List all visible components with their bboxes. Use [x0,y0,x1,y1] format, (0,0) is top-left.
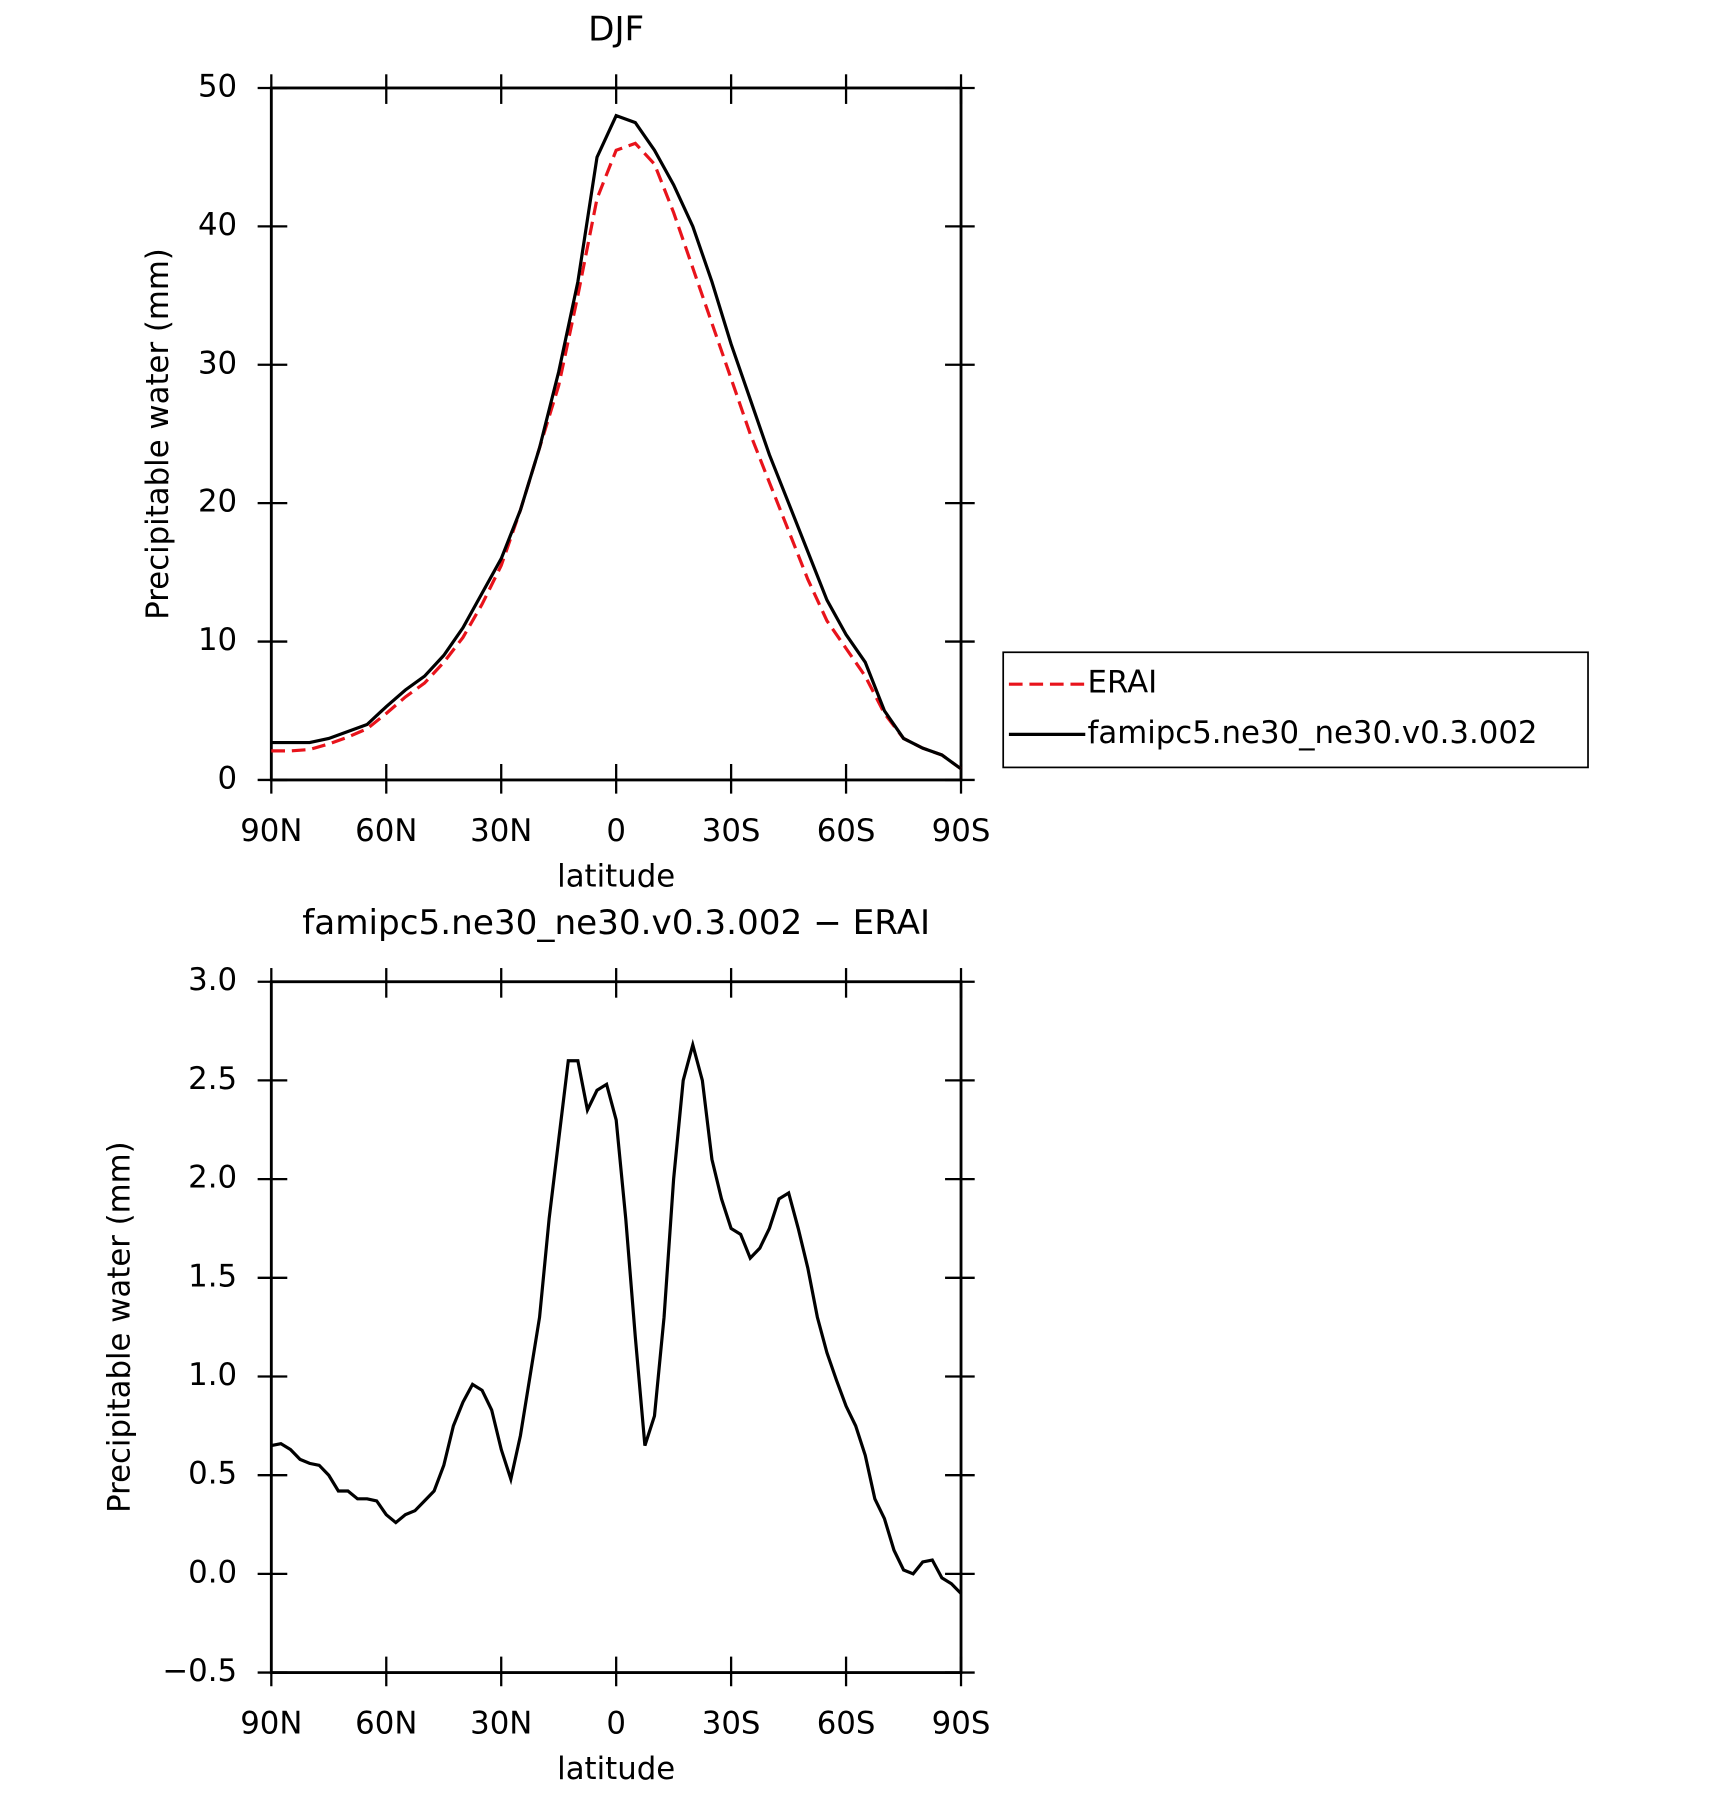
x-tick-label: 60N [355,1706,417,1742]
x-tick-label: 60S [817,1706,876,1742]
x-tick-label: 30S [702,813,761,849]
chart-title: DJF [588,9,644,49]
y-tick-label: 10 [198,622,237,658]
y-tick-label: −0.5 [162,1653,237,1689]
legend-label: famipc5.ne30_ne30.v0.3.002 [1088,715,1538,751]
x-tick-label: 60S [817,813,876,849]
y-tick-label: 2.5 [188,1061,237,1097]
y-tick-label: 0.0 [188,1554,237,1590]
y-tick-label: 0.5 [188,1456,237,1492]
y-tick-label: 50 [198,68,237,104]
legend-box [1002,651,1589,769]
y-tick-label: 3.0 [188,962,237,998]
y-axis-label: Precipitable water (mm) [140,248,176,620]
x-tick-label: 30S [702,1706,761,1742]
x-tick-label: 30N [470,813,532,849]
x-axis-label: latitude [557,1751,675,1787]
x-tick-label: 90N [240,813,302,849]
x-tick-label: 60N [355,813,417,849]
chart-title: famipc5.ne30_ne30.v0.3.002 − ERAI [302,903,930,943]
x-tick-label: 0 [606,813,626,849]
x-tick-label: 0 [606,1706,626,1742]
legend-label: ERAI [1088,665,1158,701]
plot-frame [269,86,963,782]
y-tick-label: 1.5 [188,1258,237,1294]
data-line [271,141,962,771]
y-tick-label: 1.0 [188,1357,237,1393]
x-tick-label: 30N [470,1706,532,1742]
x-tick-label: 90S [932,1706,991,1742]
data-line [271,1038,963,1595]
data-line [271,113,962,771]
x-tick-label: 90S [932,813,991,849]
y-axis-label: Precipitable water (mm) [101,1141,137,1513]
y-tick-label: 0 [218,760,238,796]
x-tick-label: 90N [240,1706,302,1742]
y-tick-label: 20 [198,484,237,520]
y-tick-label: 40 [198,207,237,243]
y-tick-label: 2.0 [188,1160,237,1196]
plot-frame [269,980,963,1674]
x-axis-label: latitude [557,858,675,894]
y-tick-label: 30 [198,345,237,381]
